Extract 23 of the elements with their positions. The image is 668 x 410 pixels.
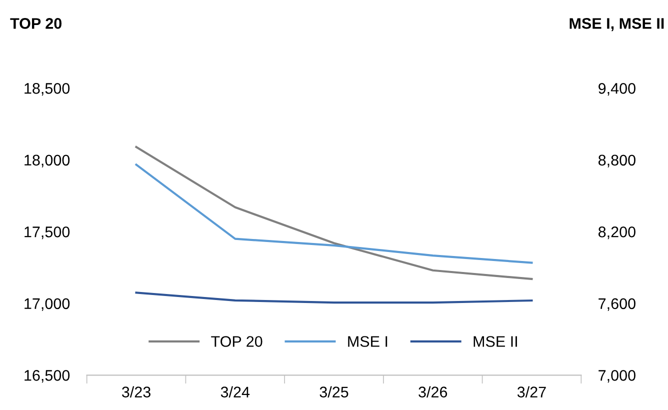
- legend-label: MSE II: [474, 336, 517, 347]
- y2-tick-label: 9,400: [598, 83, 636, 96]
- x-tick-label: 3/25: [320, 386, 348, 398]
- x-tick-label: 3/27: [517, 386, 546, 398]
- line-series: [135, 146, 533, 280]
- x-tick-label: 3/26: [418, 386, 448, 398]
- line-series: [135, 292, 533, 304]
- legend-label: TOP 20: [211, 336, 262, 347]
- x-tick-label: 3/23: [122, 386, 150, 398]
- legend-label: MSE I: [348, 336, 388, 347]
- y2-tick-label: 8,200: [598, 226, 636, 240]
- y2-tick-label: 7,600: [598, 298, 636, 311]
- x-tick-label: 3/24: [220, 386, 250, 398]
- y-tick-label: 17,000: [24, 298, 70, 311]
- y-tick-label: 18,000: [24, 154, 70, 168]
- y-tick-label: 16,500: [24, 370, 70, 383]
- y-tick-label: 18,500: [24, 83, 70, 96]
- y2-axis-title: MSE I, MSE II: [570, 18, 664, 32]
- y2-tick-label: 8,800: [598, 154, 636, 168]
- y-tick-label: 17,500: [24, 226, 70, 240]
- y2-tick-label: 7,000: [598, 370, 636, 383]
- line-series: [135, 164, 533, 264]
- y-axis-title: TOP 20: [10, 18, 62, 29]
